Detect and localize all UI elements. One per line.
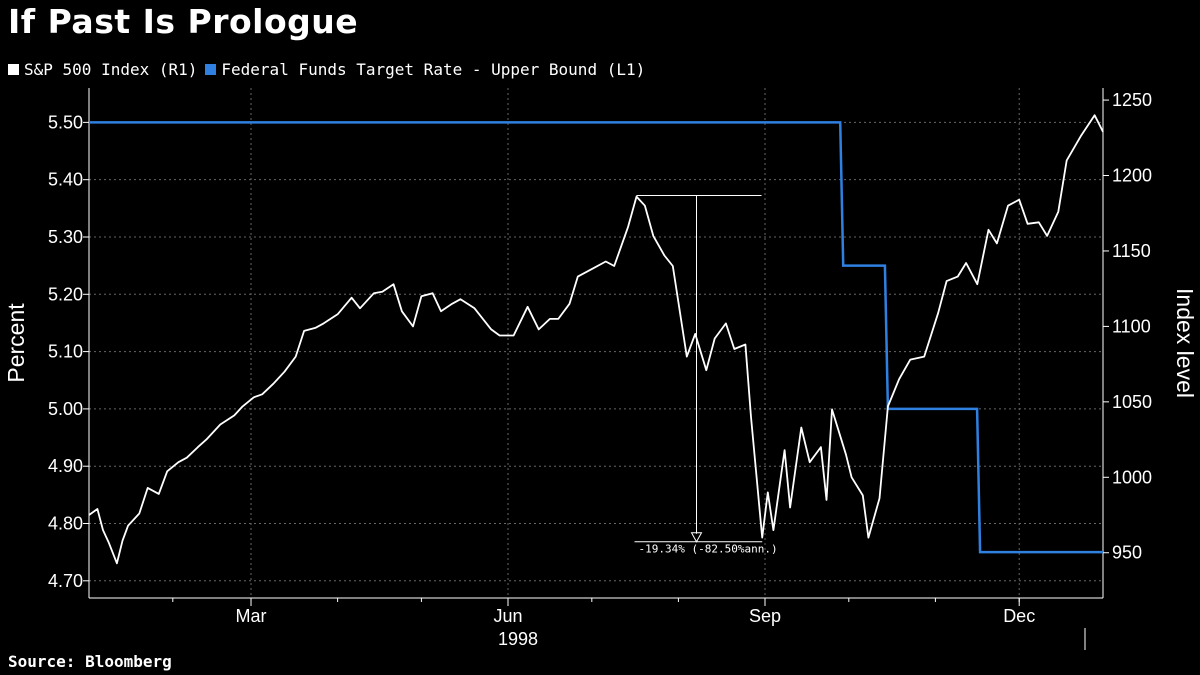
x-tick-label: Jun: [493, 606, 522, 626]
x-tick-label: Dec: [1003, 606, 1035, 626]
grid-lines: [89, 88, 1103, 598]
left-tick-label: 4.90: [48, 456, 83, 476]
left-tick-label: 4.70: [48, 571, 83, 591]
legend-label-fed-funds: Federal Funds Target Rate - Upper Bound …: [221, 60, 646, 79]
sp500-line: [88, 114, 1104, 565]
right-tick-label: 1150: [1112, 241, 1151, 261]
legend-label-sp500: S&P 500 Index (R1): [24, 60, 198, 79]
right-tick-label: 1200: [1112, 166, 1152, 186]
left-tick-label: 5.20: [48, 284, 83, 304]
legend-item-fed-funds: Federal Funds Target Rate - Upper Bound …: [205, 60, 645, 79]
legend-item-sp500: S&P 500 Index (R1): [8, 60, 197, 79]
axis-labels: 4.70 4.80 4.90 5.00 5.10 5.20 5.30 5.40 5.50 950 1…: [3, 90, 1198, 649]
x-tick-label: Mar: [236, 606, 267, 626]
left-tick-label: 5.00: [48, 399, 83, 419]
fed-funds-swatch: [205, 64, 217, 75]
x-tick-label: Sep: [749, 606, 781, 626]
annotation-label: -19.34% (-82.50%ann.): [639, 543, 778, 556]
left-tick-label: 5.10: [48, 342, 83, 362]
left-tick-label: 5.30: [48, 227, 83, 247]
right-axis-title: Index level: [1172, 288, 1198, 398]
drawdown-annotation: -19.34% (-82.50%ann.): [634, 195, 778, 556]
left-tick-label: 5.50: [48, 112, 83, 132]
legend: S&P 500 Index (R1) Federal Funds Target …: [8, 60, 653, 79]
right-tick-label: 950: [1112, 543, 1142, 563]
annotation-arrow-head: [690, 532, 703, 543]
right-tick-label: 1050: [1112, 392, 1152, 412]
source-note: Source: Bloomberg: [8, 652, 172, 671]
left-axis-title: Percent: [3, 303, 29, 383]
left-tick-label: 5.40: [48, 170, 83, 190]
x-axis-title: 1998: [498, 629, 538, 649]
series-layer: [88, 114, 1104, 565]
right-tick-label: 1000: [1112, 467, 1152, 487]
axes: [83, 88, 1109, 650]
right-tick-label: 1100: [1112, 316, 1151, 336]
chart-title: If Past Is Prologue: [8, 2, 359, 41]
left-tick-label: 4.80: [48, 514, 83, 534]
right-tick-label: 1250: [1112, 90, 1152, 110]
sp500-swatch: [8, 64, 19, 75]
fed-funds-line: [89, 121, 1103, 554]
